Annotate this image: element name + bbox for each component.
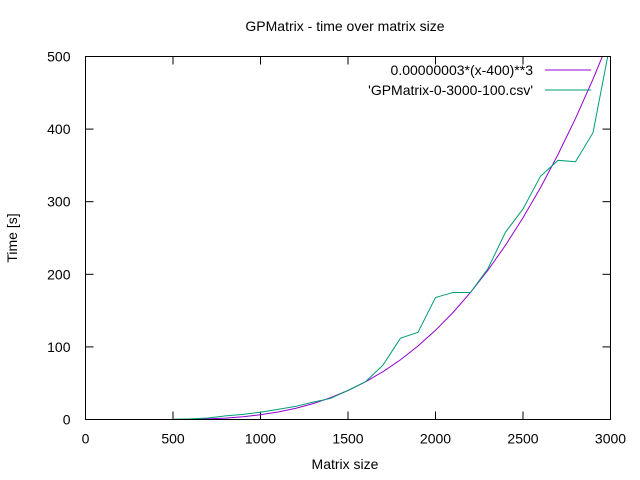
x-tick-label: 0	[82, 431, 90, 447]
x-tick-label: 2500	[507, 431, 538, 447]
x-tick-label: 1500	[332, 431, 363, 447]
chart-title: GPMatrix - time over matrix size	[245, 18, 444, 34]
plot-frame	[85, 56, 611, 420]
y-tick-label: 400	[47, 121, 71, 137]
x-tick-label: 2000	[420, 431, 451, 447]
x-tick-label: 1000	[245, 431, 276, 447]
series-line-0	[155, 56, 603, 420]
y-tick-label: 200	[47, 266, 71, 282]
axis-ticks: 0 500 1000 1500 2000 2500 3000 0 100 200 300 400 500	[47, 49, 626, 447]
legend: 0.00000003*(x-400)**3 'GPMatrix-0-3000-10…	[368, 62, 591, 98]
x-tick-label: 500	[161, 431, 185, 447]
x-axis-label: Matrix size	[312, 456, 379, 472]
x-tick-label: 3000	[595, 431, 626, 447]
y-tick-label: 100	[47, 339, 71, 355]
series-layer	[155, 56, 609, 420]
legend-label-1: 'GPMatrix-0-3000-100.csv'	[368, 82, 533, 98]
y-tick-label: 500	[47, 49, 71, 65]
y-axis-label: Time [s]	[4, 213, 20, 262]
y-tick-label: 0	[63, 412, 71, 428]
legend-label-0: 0.00000003*(x-400)**3	[391, 62, 534, 78]
series-line-1	[172, 56, 609, 420]
y-tick-label: 300	[47, 194, 71, 210]
